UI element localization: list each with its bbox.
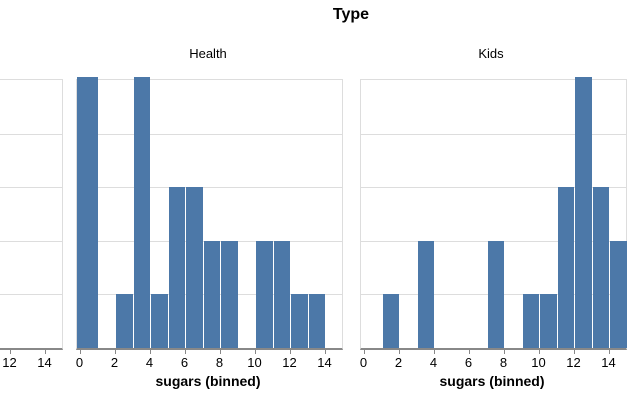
facet-panel-kids bbox=[360, 77, 627, 350]
x-tick-label: 8 bbox=[215, 355, 224, 370]
histogram-bar bbox=[273, 240, 290, 348]
histogram-bar bbox=[221, 240, 238, 348]
histogram-bar bbox=[540, 294, 557, 348]
y-gridline bbox=[361, 187, 626, 189]
x-tick bbox=[79, 349, 81, 354]
x-tick-label: 2 bbox=[394, 355, 403, 370]
facet-title-kids: Kids bbox=[478, 46, 504, 61]
histogram-bar bbox=[151, 294, 168, 348]
facet-panel-health bbox=[76, 77, 343, 350]
x-axis-health: 0 2 4 6 8 10 12 14 bbox=[76, 349, 341, 370]
x-tick bbox=[468, 349, 470, 354]
x-tick-label: 12 bbox=[282, 355, 297, 370]
x-tick bbox=[254, 349, 256, 354]
x-axis-kids: 0 2 4 6 8 10 12 14 bbox=[360, 349, 625, 370]
x-tick-label: 10 bbox=[247, 355, 262, 370]
x-tick bbox=[114, 349, 116, 354]
x-tick bbox=[289, 349, 291, 354]
x-tick bbox=[503, 349, 505, 354]
x-tick-label: 14 bbox=[37, 355, 52, 370]
x-axis-title-kids: sugars (binned) bbox=[439, 373, 545, 389]
histogram-bar bbox=[382, 294, 399, 348]
histogram-bar bbox=[610, 240, 627, 348]
facet-panel-partial-left bbox=[0, 79, 63, 350]
y-gridline bbox=[0, 294, 62, 296]
x-tick bbox=[398, 349, 400, 354]
histogram-bar bbox=[487, 240, 504, 348]
histogram-bar bbox=[592, 187, 609, 348]
histogram-bar bbox=[417, 240, 434, 348]
x-tick-label: 6 bbox=[180, 355, 189, 370]
x-tick-label: 0 bbox=[359, 355, 368, 370]
x-tick bbox=[184, 349, 186, 354]
chart-title: Type bbox=[332, 6, 370, 23]
x-tick bbox=[149, 349, 151, 354]
x-tick-label: 14 bbox=[601, 355, 616, 370]
y-gridline bbox=[77, 187, 342, 189]
y-gridline bbox=[77, 133, 342, 135]
histogram-bar bbox=[116, 294, 133, 348]
histogram-bar bbox=[77, 77, 98, 348]
x-tick bbox=[324, 349, 326, 354]
x-tick bbox=[44, 349, 46, 354]
x-tick bbox=[363, 349, 365, 354]
x-tick-label: 14 bbox=[317, 355, 332, 370]
x-tick bbox=[538, 349, 540, 354]
y-gridline bbox=[361, 133, 626, 135]
x-tick bbox=[9, 349, 11, 354]
histogram-bar bbox=[256, 240, 273, 348]
histogram-bar bbox=[133, 77, 150, 348]
histogram-bar bbox=[186, 187, 203, 348]
x-tick-label: 4 bbox=[145, 355, 154, 370]
x-tick-label: 6 bbox=[464, 355, 473, 370]
x-tick bbox=[573, 349, 575, 354]
y-gridline bbox=[0, 187, 62, 189]
histogram-bar bbox=[203, 240, 220, 348]
x-tick bbox=[608, 349, 610, 354]
x-tick bbox=[433, 349, 435, 354]
x-tick bbox=[219, 349, 221, 354]
y-gridline bbox=[0, 133, 62, 135]
x-tick-label: 2 bbox=[110, 355, 119, 370]
x-tick-label: 8 bbox=[499, 355, 508, 370]
x-tick-label: 12 bbox=[566, 355, 581, 370]
histogram-bar bbox=[575, 77, 592, 348]
x-tick-label: 0 bbox=[75, 355, 84, 370]
x-tick-label: 4 bbox=[429, 355, 438, 370]
histogram-bar bbox=[557, 187, 574, 348]
x-tick-label: 12 bbox=[2, 355, 17, 370]
histogram-bar bbox=[168, 187, 185, 348]
x-tick-label: 10 bbox=[531, 355, 546, 370]
y-gridline bbox=[0, 240, 62, 242]
facet-title-health: Health bbox=[189, 46, 227, 61]
x-axis-title-health: sugars (binned) bbox=[155, 373, 261, 389]
histogram-bar bbox=[308, 294, 325, 348]
histogram-bar bbox=[291, 294, 308, 348]
histogram-bar bbox=[522, 294, 539, 348]
